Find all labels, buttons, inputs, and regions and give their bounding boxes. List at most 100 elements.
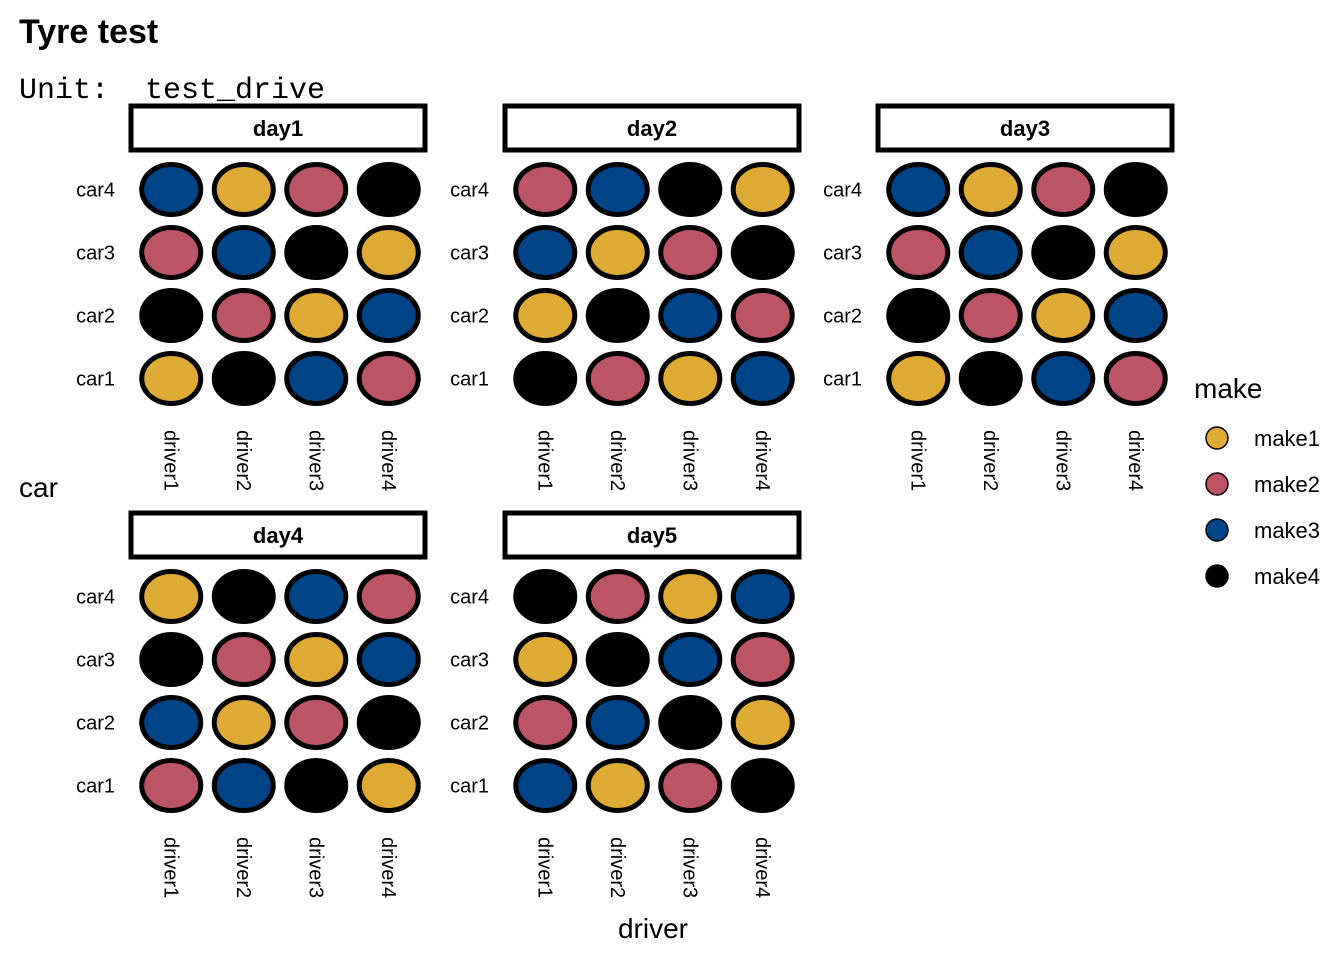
panel-day3: day3 car4 car3 car2 car1 driver1 driver2 driver…: [823, 103, 1175, 491]
strip-label: day1: [253, 116, 303, 141]
point-day5-car1-driver2: [585, 758, 650, 813]
point-day2-car4-driver4: [730, 162, 795, 217]
legend: make make1 make2 make3 make4: [1194, 373, 1320, 589]
point-day1-car4-driver2: [211, 162, 276, 217]
point-day5-car1-driver1: [513, 758, 578, 813]
strip-label: day5: [627, 523, 677, 548]
point-day4-car1-driver1: [139, 758, 204, 813]
x-tick-label: driver4: [377, 430, 399, 491]
panel-day2: day2 car4 car3 car2 car1 driver1 driver2 driver…: [450, 103, 802, 491]
x-tick-label: driver4: [1124, 430, 1146, 491]
point-day3-car2-driver4: [1103, 288, 1168, 343]
y-tick-label: car2: [823, 306, 862, 328]
panel-day5: day5 car4 car3 car2 car1 driver1 driver2 driver…: [450, 510, 802, 898]
point-day3-car4-driver4: [1103, 162, 1168, 217]
y-tick-label: car4: [823, 180, 862, 202]
point-day5-car1-driver3: [658, 758, 723, 813]
legend-swatch: [1205, 472, 1229, 496]
point-day5-car4-driver1: [513, 569, 578, 624]
point-day1-car3-driver4: [356, 225, 421, 280]
subtitle-value: test_drive: [145, 74, 325, 108]
y-tick-label: car3: [450, 650, 489, 672]
point-day1-car2-driver1: [139, 288, 204, 343]
y-tick-label: car2: [450, 713, 489, 735]
point-day1-car3-driver1: [139, 225, 204, 280]
x-tick-label: driver3: [304, 837, 326, 898]
point-day2-car3-driver4: [730, 225, 795, 280]
legend-item-make1: make1: [1205, 426, 1320, 451]
legend-swatch: [1205, 518, 1229, 542]
point-day5-car3-driver3: [658, 632, 723, 687]
strip-label: day2: [627, 116, 677, 141]
point-day5-car3-driver2: [585, 632, 650, 687]
point-day4-car2-driver4: [356, 695, 421, 750]
x-tick-label: driver4: [751, 430, 773, 491]
legend-label: make2: [1254, 472, 1320, 497]
y-tick-label: car1: [76, 776, 115, 798]
point-day3-car3-driver3: [1031, 225, 1096, 280]
strip-box: [502, 510, 802, 560]
x-tick-label: driver3: [1051, 430, 1073, 491]
y-tick-label: car4: [76, 180, 115, 202]
x-tick-label: driver1: [159, 837, 181, 898]
y-tick-label: car3: [823, 243, 862, 265]
point-day5-car2-driver1: [513, 695, 578, 750]
y-tick-label: car2: [76, 713, 115, 735]
x-tick-label: driver1: [906, 430, 928, 491]
point-day2-car2-driver3: [658, 288, 723, 343]
point-day2-car4-driver1: [513, 162, 578, 217]
point-day4-car3-driver4: [356, 632, 421, 687]
y-tick-label: car3: [450, 243, 489, 265]
chart-title: Tyre test: [19, 13, 158, 51]
point-day3-car4-driver3: [1031, 162, 1096, 217]
point-day1-car1-driver3: [284, 351, 349, 406]
point-day3-car4-driver2: [958, 162, 1023, 217]
legend-item-make3: make3: [1205, 518, 1320, 543]
point-day2-car4-driver2: [585, 162, 650, 217]
point-day5-car2-driver4: [730, 695, 795, 750]
y-tick-label: car4: [76, 587, 115, 609]
strip-label: day4: [253, 523, 304, 548]
legend-label: make1: [1254, 426, 1320, 451]
y-tick-label: car4: [450, 587, 489, 609]
chart-subtitle: Unit: test_drive: [19, 74, 325, 108]
point-day1-car2-driver2: [211, 288, 276, 343]
x-tick-label: driver2: [232, 430, 254, 491]
point-day4-car2-driver1: [139, 695, 204, 750]
point-day5-car2-driver2: [585, 695, 650, 750]
point-day1-car1-driver4: [356, 351, 421, 406]
point-day5-car1-driver4: [730, 758, 795, 813]
point-day3-car1-driver1: [886, 351, 951, 406]
y-tick-label: car1: [450, 776, 489, 798]
point-day1-car2-driver3: [284, 288, 349, 343]
point-day1-car4-driver4: [356, 162, 421, 217]
y-tick-label: car1: [450, 369, 489, 391]
y-tick-label: car3: [76, 243, 115, 265]
point-day1-car2-driver4: [356, 288, 421, 343]
point-day5-car4-driver3: [658, 569, 723, 624]
point-day2-car3-driver2: [585, 225, 650, 280]
strip-box: [128, 510, 428, 560]
point-day2-car1-driver4: [730, 351, 795, 406]
panel-day1: day1 car4 car3 car2 car1 driver1 driver2 driver…: [76, 103, 428, 491]
legend-swatch: [1205, 426, 1229, 450]
x-tick-label: driver3: [304, 430, 326, 491]
point-day4-car4-driver3: [284, 569, 349, 624]
y-tick-label: car1: [823, 369, 862, 391]
x-tick-label: driver2: [232, 837, 254, 898]
point-day2-car2-driver2: [585, 288, 650, 343]
point-day3-car4-driver1: [886, 162, 951, 217]
point-day2-car3-driver3: [658, 225, 723, 280]
legend-item-make4: make4: [1205, 564, 1320, 589]
y-tick-label: car2: [450, 306, 489, 328]
point-day1-car4-driver1: [139, 162, 204, 217]
x-axis-title: driver: [618, 913, 688, 944]
panel-day4: day4 car4 car3 car2 car1 driver1 driver2 driver…: [76, 510, 428, 898]
legend-label: make3: [1254, 518, 1320, 543]
point-day1-car3-driver3: [284, 225, 349, 280]
point-day3-car1-driver4: [1103, 351, 1168, 406]
point-day4-car4-driver1: [139, 569, 204, 624]
point-day3-car2-driver3: [1031, 288, 1096, 343]
x-tick-label: driver4: [751, 837, 773, 898]
x-tick-label: driver3: [678, 837, 700, 898]
